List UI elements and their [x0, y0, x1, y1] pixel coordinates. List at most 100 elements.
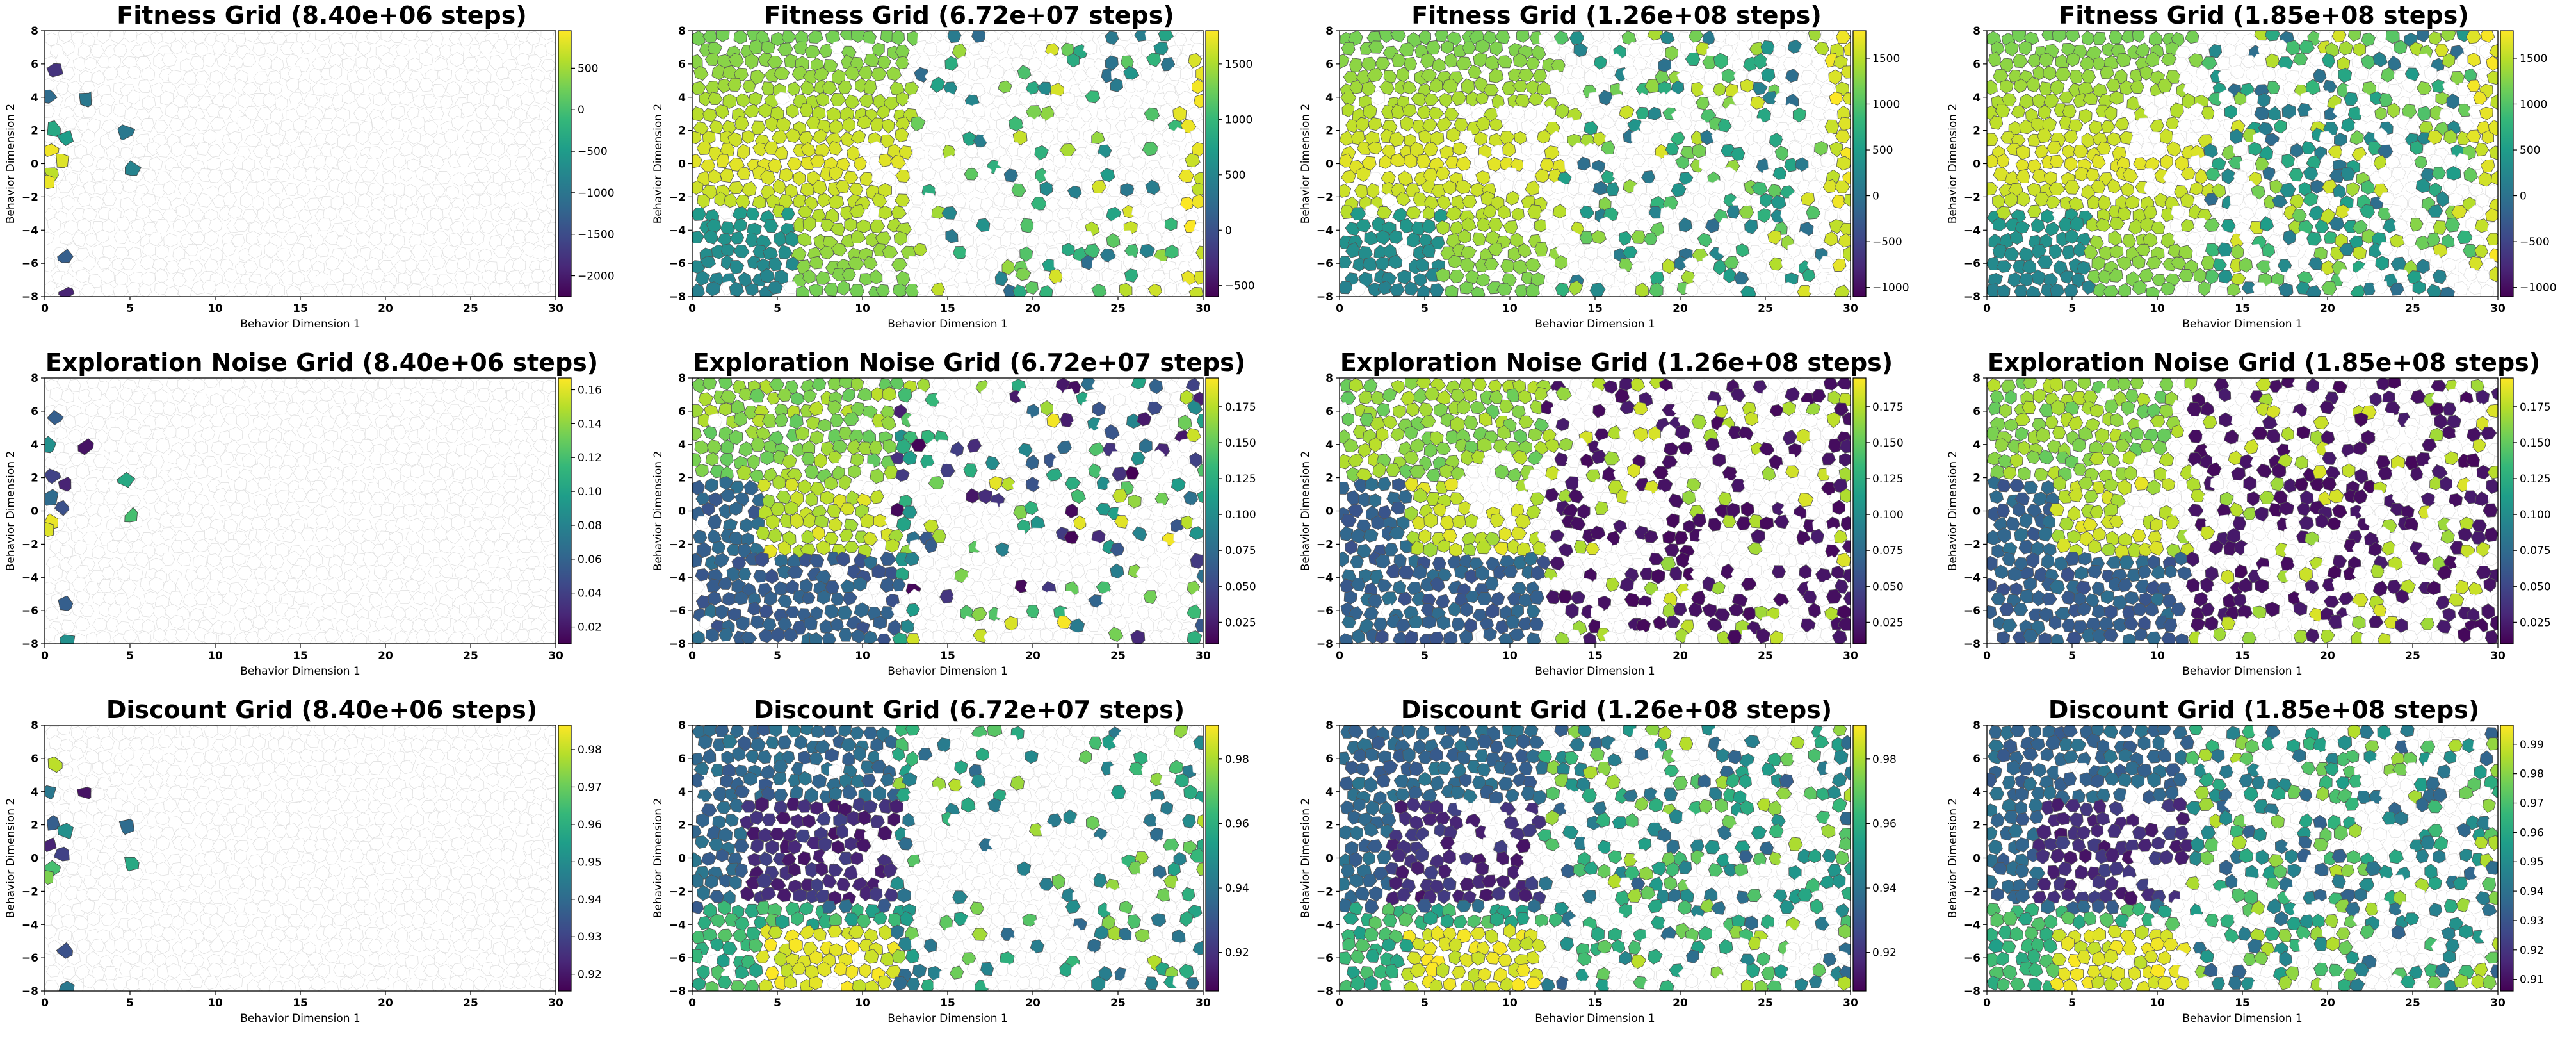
- filled-cell: [751, 438, 765, 452]
- filled-cell: [1833, 259, 1846, 272]
- empty-cell: [1142, 193, 1154, 208]
- empty-cell: [909, 168, 923, 183]
- empty-cell: [1820, 153, 1835, 167]
- empty-cell: [91, 44, 104, 57]
- x-tick-label: 15: [1587, 302, 1603, 315]
- empty-cell: [451, 221, 464, 234]
- filled-cell: [1740, 79, 1754, 92]
- empty-cell: [830, 566, 844, 579]
- filled-cell: [2118, 283, 2131, 297]
- empty-cell: [315, 27, 328, 42]
- filled-cell: [708, 591, 722, 605]
- empty-cell: [263, 391, 277, 404]
- empty-cell: [1179, 565, 1192, 580]
- empty-cell: [508, 247, 522, 259]
- filled-cell: [1184, 491, 1198, 505]
- filled-cell: [1009, 117, 1023, 131]
- empty-cell: [937, 39, 950, 54]
- empty-cell: [463, 57, 478, 70]
- empty-cell: [1158, 391, 1172, 405]
- empty-cell: [1818, 195, 1831, 210]
- empty-cell: [1006, 248, 1020, 261]
- filled-cell: [1165, 245, 1178, 258]
- empty-cell: [63, 41, 75, 56]
- y-tick-label: −4: [669, 224, 686, 237]
- empty-cell: [2153, 142, 2166, 156]
- empty-cell: [1749, 245, 1763, 258]
- empty-cell: [1080, 452, 1094, 466]
- filled-cell: [1376, 230, 1390, 245]
- empty-cell: [123, 179, 137, 193]
- x-tick-label: 0: [41, 302, 49, 315]
- filled-cell: [1406, 206, 1421, 219]
- filled-cell: [1025, 281, 1038, 294]
- empty-cell: [977, 268, 990, 283]
- empty-cell: [975, 404, 988, 416]
- filled-cell: [831, 593, 844, 605]
- empty-cell: [60, 545, 73, 559]
- cell-layer: [39, 26, 565, 301]
- filled-cell: [1984, 80, 1998, 95]
- filled-cell: [1489, 218, 1503, 231]
- y-tick-label: 0: [678, 158, 686, 171]
- filled-cell: [830, 414, 844, 427]
- x-tick-label: 15: [2235, 302, 2250, 315]
- empty-cell: [217, 54, 230, 69]
- x-tick-label: 30: [548, 650, 563, 662]
- filled-cell: [1115, 516, 1129, 529]
- filled-cell: [1648, 107, 1662, 120]
- empty-cell: [1178, 553, 1192, 566]
- empty-cell: [419, 286, 432, 301]
- empty-cell: [1602, 66, 1616, 79]
- empty-cell: [127, 495, 140, 507]
- empty-cell: [337, 134, 350, 149]
- empty-cell: [220, 80, 233, 94]
- empty-cell: [1160, 104, 1174, 119]
- filled-cell: [2224, 105, 2237, 119]
- empty-cell: [1133, 480, 1147, 494]
- empty-cell: [531, 469, 545, 482]
- empty-cell: [204, 231, 219, 247]
- empty-cell: [403, 28, 418, 41]
- empty-cell: [544, 554, 556, 568]
- empty-cell: [496, 442, 508, 457]
- empty-cell: [343, 43, 358, 56]
- empty-cell: [390, 404, 405, 417]
- filled-cell: [2440, 287, 2455, 300]
- empty-cell: [195, 71, 209, 83]
- empty-cell: [423, 169, 437, 184]
- filled-cell: [964, 464, 977, 478]
- empty-cell: [1731, 181, 1745, 196]
- filled-cell: [2107, 133, 2121, 146]
- empty-cell: [919, 555, 933, 568]
- filled-cell: [880, 552, 896, 566]
- filled-cell: [895, 128, 909, 142]
- filled-cell: [2181, 219, 2194, 232]
- subplot-2-1: Exploration Noise Grid (8.40e+06 steps)0…: [0, 347, 644, 694]
- filled-cell: [42, 489, 58, 505]
- empty-cell: [2270, 207, 2283, 221]
- empty-cell: [385, 593, 398, 605]
- filled-cell: [819, 44, 832, 58]
- empty-cell: [1654, 168, 1668, 181]
- x-tick-label: 15: [293, 302, 308, 315]
- filled-cell: [2468, 53, 2481, 67]
- filled-cell: [838, 605, 852, 619]
- empty-cell: [182, 442, 197, 456]
- empty-cell: [1054, 106, 1068, 118]
- empty-cell: [277, 169, 291, 183]
- empty-cell: [289, 441, 304, 454]
- empty-cell: [2175, 58, 2189, 70]
- empty-cell: [1766, 55, 1779, 69]
- empty-cell: [1058, 167, 1071, 181]
- filled-cell: [1676, 156, 1689, 169]
- empty-cell: [1030, 556, 1044, 570]
- empty-cell: [926, 493, 939, 507]
- empty-cell: [1649, 258, 1663, 272]
- colorbar-tick-label: −1500: [578, 229, 615, 242]
- filled-cell: [2375, 107, 2387, 120]
- empty-cell: [449, 481, 464, 495]
- empty-cell: [526, 526, 540, 541]
- filled-cell: [2016, 145, 2030, 160]
